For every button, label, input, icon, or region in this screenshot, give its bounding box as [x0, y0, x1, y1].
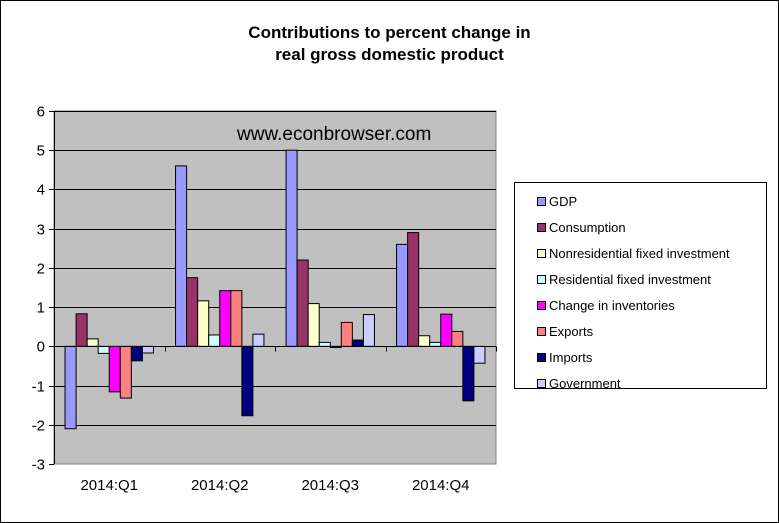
bar-imports-4 — [462, 345, 475, 402]
y-tick-label: -1 — [32, 379, 45, 396]
bar-consumption-3 — [296, 259, 309, 347]
bar-imports-3 — [351, 339, 364, 347]
legend-swatch — [537, 326, 546, 336]
legend-label: Consumption — [549, 219, 626, 235]
bar-nonresidential-fixed-investment-3 — [307, 303, 320, 347]
legend-item: GDP — [515, 188, 766, 214]
bar-consumption-1 — [75, 313, 88, 347]
x-tick-label: 2014:Q3 — [301, 477, 359, 494]
bar-residential-fixed-investment-4 — [429, 341, 442, 347]
legend-label: Nonresidential fixed investment — [549, 245, 730, 261]
bar-exports-4 — [451, 330, 464, 347]
bar-change-in-inventories-1 — [108, 345, 121, 393]
bar-government-3 — [362, 314, 375, 347]
y-tick-label: 6 — [37, 104, 45, 121]
legend-label: Residential fixed investment — [549, 271, 711, 287]
y-tick-label: -3 — [32, 457, 45, 474]
legend-swatch — [537, 274, 546, 284]
legend-item: Change in inventories — [515, 292, 766, 318]
bar-residential-fixed-investment-2 — [208, 334, 221, 347]
chart-title-line-1: Contributions to percent change in — [248, 23, 531, 42]
bar-change-in-inventories-4 — [440, 313, 453, 347]
bar-imports-1 — [130, 345, 143, 362]
legend-swatch — [537, 222, 546, 232]
legend-item: Exports — [515, 318, 766, 344]
chart-title: Contributions to percent change in real … — [0, 22, 779, 66]
legend-item: Imports — [515, 344, 766, 370]
legend-swatch — [537, 196, 546, 206]
y-tick-label: 1 — [37, 300, 45, 317]
bar-gdp-1 — [64, 345, 77, 430]
chart-annotation: www.econbrowser.com — [236, 124, 431, 145]
bar-exports-2 — [230, 290, 243, 347]
bar-nonresidential-fixed-investment-2 — [197, 300, 210, 347]
x-tick-label: 2014:Q1 — [80, 477, 138, 494]
bar-gdp-2 — [175, 165, 188, 347]
bar-government-4 — [473, 345, 486, 364]
bar-change-in-inventories-2 — [219, 290, 232, 347]
plot-area — [53, 110, 497, 465]
bar-imports-2 — [241, 345, 254, 417]
y-tick-label: 0 — [37, 339, 45, 356]
y-tick-label: 5 — [37, 143, 45, 160]
bar-gdp-4 — [396, 243, 409, 347]
legend-swatch — [537, 248, 546, 258]
legend-label: GDP — [549, 193, 578, 209]
axes: -3 -2 -1 0 1 2 3 4 5 6 2014:Q1 2014:Q2 2014:Q3 2014:Q… — [32, 104, 497, 494]
legend-label: Government — [549, 375, 621, 391]
y-tick-label: 3 — [37, 222, 45, 239]
legend-item: Consumption — [515, 214, 766, 240]
legend-item: Government — [515, 370, 766, 396]
legend-label: Exports — [549, 323, 594, 339]
legend-swatch — [537, 352, 546, 362]
bar-government-2 — [252, 333, 265, 347]
y-tick-label: 4 — [37, 182, 45, 199]
x-tick-label: 2014:Q4 — [412, 477, 470, 494]
chart-title-line-2: real gross domestic product — [275, 45, 504, 64]
bar-government-1 — [141, 345, 154, 354]
bar-residential-fixed-investment-1 — [97, 345, 110, 354]
legend: GDP Consumption Nonresidential fixed inves… — [514, 182, 767, 391]
y-tick-label: -2 — [32, 418, 45, 435]
bars — [64, 149, 486, 430]
bar-nonresidential-fixed-investment-4 — [418, 335, 431, 347]
bar-nonresidential-fixed-investment-1 — [86, 338, 99, 347]
legend-item: Residential fixed investment — [515, 266, 766, 292]
bar-exports-3 — [340, 321, 353, 347]
bar-consumption-2 — [186, 277, 199, 347]
legend-swatch — [537, 378, 546, 388]
legend-label: Imports — [549, 349, 593, 365]
legend-label: Change in inventories — [549, 297, 675, 313]
bar-gdp-3 — [285, 149, 298, 347]
x-tick-label: 2014:Q2 — [191, 477, 249, 494]
bar-consumption-4 — [407, 232, 420, 347]
bar-exports-1 — [119, 345, 132, 399]
bar-residential-fixed-investment-3 — [318, 341, 331, 347]
y-tick-label: 2 — [37, 261, 45, 278]
legend-swatch — [537, 300, 546, 310]
legend-item: Nonresidential fixed investment — [515, 240, 766, 266]
